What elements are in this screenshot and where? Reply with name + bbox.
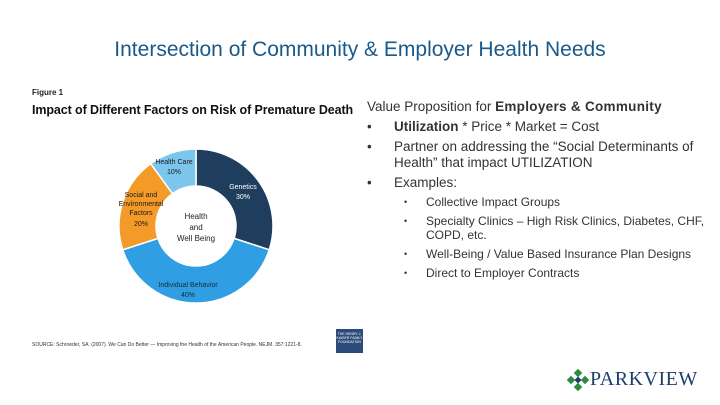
segment-individual-behavior [121, 237, 271, 304]
sub-bullet: • Collective Impact Groups [367, 195, 707, 209]
segment-value-social: 20% [134, 221, 148, 228]
figure-source: SOURCE: Schroeder, SA. (2007). We Can Do… [32, 342, 302, 348]
bullet-bold: Utilization [394, 119, 459, 134]
segment-genetics [195, 148, 274, 251]
bullet-dot: • [367, 119, 372, 134]
bullet-text: * Price * Market = Cost [458, 119, 600, 134]
content-panel: Value Proposition for Employers & Commun… [367, 99, 707, 285]
segment-value-behavior: 40% [181, 292, 195, 299]
sub-bullet-dot: • [404, 216, 408, 226]
segment-value-healthcare: 10% [167, 169, 181, 176]
segment-label-social-line-3: Factors [129, 210, 153, 217]
sub-bullet-dot: • [404, 268, 408, 278]
sub-bullet-text: Collective Impact Groups [426, 195, 561, 209]
figure-title: Impact of Different Factors on Risk of P… [32, 103, 354, 117]
sub-bullet-text: Well-Being / Value Based Insurance Plan … [426, 247, 692, 261]
segment-value-genetics: 30% [236, 194, 250, 201]
sub-bullet: • Well-Being / Value Based Insurance Plan… [367, 247, 707, 261]
bullet-examples: • Examples: [367, 175, 707, 191]
sub-bullet-text: Direct to Employer Contracts [426, 266, 580, 280]
sub-bullet-text: Specialty Clinics – High Risk Clinics, D… [426, 214, 705, 242]
segment-label-healthcare: Health Care [155, 159, 192, 166]
bullet-partner: • Partner on addressing the “Social Deter… [367, 139, 707, 171]
slide-title: Intersection of Community & Employer Hea… [114, 38, 606, 61]
parkview-wordmark: PARKVIEW [590, 368, 698, 390]
segment-health-care [149, 148, 197, 195]
segment-label-genetics: Genetics [229, 184, 257, 191]
sub-bullet: • Direct to Employer Contracts [367, 266, 707, 280]
heading-bold: Employers & Community [495, 99, 662, 114]
bullet-text: Examples: [394, 175, 458, 190]
center-label-line-1: Health [184, 212, 207, 221]
figure-label: Figure 1 [32, 88, 64, 97]
sub-bullet-dot: • [404, 197, 408, 207]
segment-label-behavior: Individual Behavior [158, 282, 218, 289]
sub-bullet: • Specialty Clinics – High Risk Clinics, … [367, 214, 707, 242]
heading-prefix: Value Proposition for [367, 99, 496, 114]
parkview-logo-icon [566, 368, 590, 392]
center-label-line-2: and [189, 223, 202, 232]
bullet-utilization: • Utilization * Price * Market = Cost [367, 119, 707, 135]
kff-logo: THE HENRY J. KAISER FAMILY FOUNDATION [336, 329, 363, 353]
center-label-line-3: Well Being [177, 234, 215, 243]
value-proposition-heading: Value Proposition for Employers & Commun… [367, 99, 707, 115]
bullet-dot: • [367, 175, 372, 190]
bullet-text: Partner on addressing the “Social Determ… [394, 139, 694, 170]
bullet-dot: • [367, 139, 372, 154]
segment-label-social-line-2: Environmental [119, 201, 164, 208]
segment-label-social-line-1: Social and [125, 192, 158, 199]
sub-bullet-dot: • [404, 249, 408, 259]
